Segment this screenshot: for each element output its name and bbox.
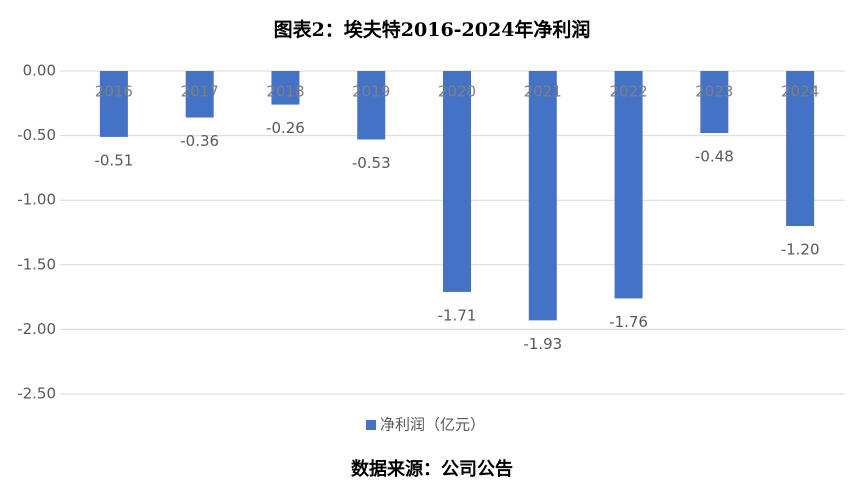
y-tick-label: -2.00 [17, 320, 56, 338]
data-label: -0.48 [695, 148, 734, 166]
x-tick-label: 2020 [438, 83, 476, 101]
bar [614, 71, 643, 299]
data-label: -0.51 [94, 151, 133, 169]
bar [786, 71, 815, 227]
y-tick-label: -1.50 [17, 255, 56, 273]
data-label: -1.71 [438, 306, 477, 324]
data-label: -0.36 [180, 132, 219, 150]
x-tick-label: 2022 [609, 83, 647, 101]
data-label: -1.20 [781, 241, 820, 259]
legend-label: 净利润（亿元） [380, 416, 485, 434]
bar [700, 71, 729, 134]
data-label: -1.93 [523, 335, 562, 353]
y-tick-label: 0.00 [23, 62, 56, 80]
x-tick-label: 2018 [266, 83, 304, 101]
bar [271, 71, 300, 105]
y-tick-label: -2.50 [17, 385, 56, 403]
bar [443, 71, 471, 292]
data-label: -1.76 [609, 313, 648, 331]
legend-swatch [366, 420, 376, 430]
y-tick-label: -1.00 [17, 191, 56, 209]
chart-title: 图表2：埃夫特2016-2024年净利润 [274, 18, 591, 41]
y-tick-label: -0.50 [17, 126, 56, 144]
bar [99, 71, 128, 137]
x-tick-label: 2016 [95, 83, 133, 101]
x-tick-label: 2024 [781, 83, 819, 101]
bar [185, 71, 214, 118]
x-tick-label: 2017 [181, 83, 219, 101]
x-tick-label: 2019 [352, 83, 390, 101]
data-label: -0.53 [352, 154, 391, 172]
x-tick-label: 2023 [695, 83, 733, 101]
x-tick-label: 2021 [524, 83, 562, 101]
bar [528, 71, 557, 321]
source-note: 数据来源：公司公告 [351, 458, 513, 480]
data-label: -0.26 [266, 119, 305, 137]
bar [357, 71, 386, 140]
